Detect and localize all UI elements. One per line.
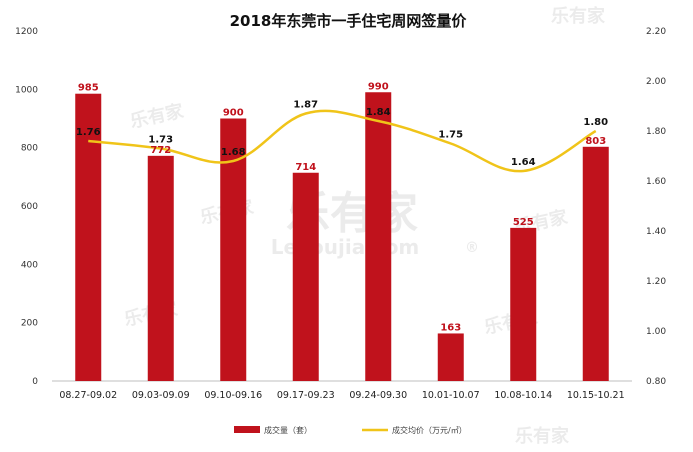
price-line [88,109,597,173]
left-axis-tick-label: 1000 [15,85,38,95]
watermark-brand-corner: 乐有家 [515,425,570,447]
line-value-label: 1.84 [366,107,391,118]
left-axis: 0 200 400 600 800 1000 1200 [15,27,38,387]
right-axis: 0.80 1.00 1.20 1.40 1.60 1.80 2.00 2.20 [646,27,666,387]
bar [147,155,174,381]
right-axis-tick-label: 2.20 [646,27,666,37]
bar-value-label: 163 [440,322,461,333]
watermark-registered-mark: ® [465,240,479,256]
x-axis-tick-label: 09.17-09.23 [277,390,335,401]
bar-value-label: 803 [585,136,606,147]
line-value-label: 1.80 [583,117,608,128]
left-axis-tick-label: 1200 [15,27,38,37]
left-axis-tick-label: 0 [32,377,38,387]
legend-swatch-bar [234,426,260,433]
watermark-brand-corner: 乐有家 [551,5,606,27]
chart-title: 2018年东莞市一手住宅周网签量价 [230,12,468,30]
bar [510,227,537,381]
line-series [88,109,597,173]
right-axis-tick-label: 1.20 [646,277,666,287]
x-axis-tick-label: 09.03-09.09 [132,390,190,401]
left-axis-tick-label: 800 [21,144,38,154]
right-axis-tick-label: 1.80 [646,127,666,137]
bar-value-label: 990 [368,81,389,92]
line-value-label: 1.75 [438,130,463,141]
bar [292,172,319,381]
line-value-label: 1.73 [148,135,173,146]
legend-label-line: 成交均价（万元/㎡） [392,425,467,435]
left-axis-tick-label: 400 [21,260,38,270]
right-axis-tick-label: 0.80 [646,377,666,387]
x-axis-tick-label: 10.15-10.21 [567,390,625,401]
bar-value-label: 772 [150,145,171,156]
line-value-label: 1.87 [293,100,318,111]
bar [582,146,609,381]
line-value-label: 1.68 [221,147,246,158]
bar [437,333,464,381]
legend-label-bar: 成交量（套） [264,425,312,435]
right-axis-tick-label: 1.40 [646,227,666,237]
bar-value-label: 985 [78,83,99,94]
bar-value-label: 525 [513,217,534,228]
legend: 成交量（套） 成交均价（万元/㎡） [234,425,467,435]
right-axis-tick-label: 1.60 [646,177,666,187]
bar [365,92,392,381]
bar-data-labels: 985 772 900 714 990 163 525 803 [78,81,606,333]
x-axis: 08.27-09.02 09.03-09.09 09.10-09.16 09.17-0… [59,390,624,401]
line-data-labels: 1.76 1.73 1.68 1.87 1.84 1.75 1.64 1.80 [76,100,608,169]
left-axis-tick-label: 600 [21,202,38,212]
x-axis-tick-label: 09.10-09.16 [204,390,262,401]
right-axis-tick-label: 2.00 [646,77,666,87]
right-axis-tick-label: 1.00 [646,327,666,337]
x-axis-tick-label: 10.01-10.07 [422,390,480,401]
x-axis-tick-label: 10.08-10.14 [494,390,552,401]
bar-value-label: 714 [295,162,316,173]
line-value-label: 1.76 [76,127,101,138]
left-axis-tick-label: 200 [21,319,38,329]
bar-value-label: 900 [223,108,244,119]
line-value-label: 1.64 [511,157,536,168]
x-axis-tick-label: 08.27-09.02 [59,390,117,401]
x-axis-tick-label: 09.24-09.30 [349,390,407,401]
